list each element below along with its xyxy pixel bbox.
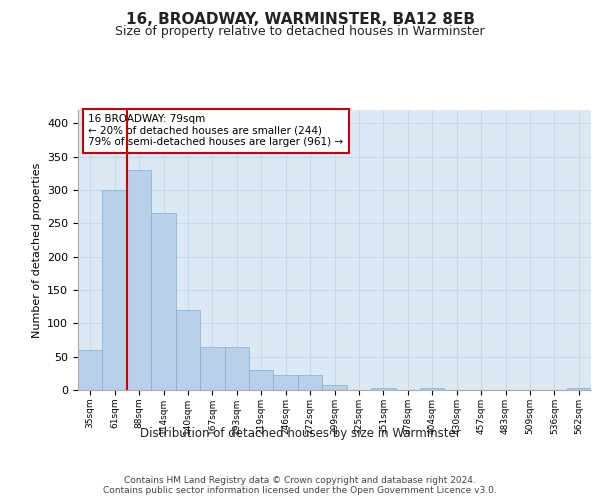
Text: 16 BROADWAY: 79sqm
← 20% of detached houses are smaller (244)
79% of semi-detach: 16 BROADWAY: 79sqm ← 20% of detached hou… xyxy=(88,114,343,148)
Bar xyxy=(127,170,151,390)
Bar xyxy=(151,214,176,390)
Bar xyxy=(78,350,103,390)
Text: Size of property relative to detached houses in Warminster: Size of property relative to detached ho… xyxy=(115,25,485,38)
Bar xyxy=(420,388,445,390)
Text: Contains HM Land Registry data © Crown copyright and database right 2024.
Contai: Contains HM Land Registry data © Crown c… xyxy=(103,476,497,495)
Bar xyxy=(322,384,347,390)
Text: 16, BROADWAY, WARMINSTER, BA12 8EB: 16, BROADWAY, WARMINSTER, BA12 8EB xyxy=(125,12,475,28)
Bar xyxy=(249,370,274,390)
Bar xyxy=(274,376,298,390)
Bar xyxy=(200,346,224,390)
Bar xyxy=(224,346,249,390)
Bar xyxy=(371,388,395,390)
Bar xyxy=(103,190,127,390)
Bar xyxy=(298,376,322,390)
Bar xyxy=(566,388,591,390)
Bar xyxy=(176,310,200,390)
Text: Distribution of detached houses by size in Warminster: Distribution of detached houses by size … xyxy=(140,428,460,440)
Y-axis label: Number of detached properties: Number of detached properties xyxy=(32,162,41,338)
